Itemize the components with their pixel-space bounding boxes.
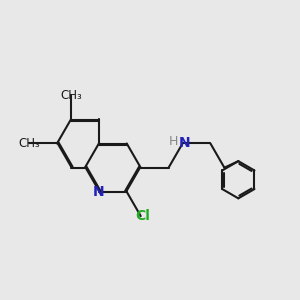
Text: N: N — [178, 136, 190, 151]
Text: N: N — [93, 185, 105, 199]
Text: H: H — [169, 134, 178, 148]
Text: Cl: Cl — [135, 209, 150, 223]
Text: CH₃: CH₃ — [18, 137, 40, 150]
Text: CH₃: CH₃ — [60, 88, 82, 102]
